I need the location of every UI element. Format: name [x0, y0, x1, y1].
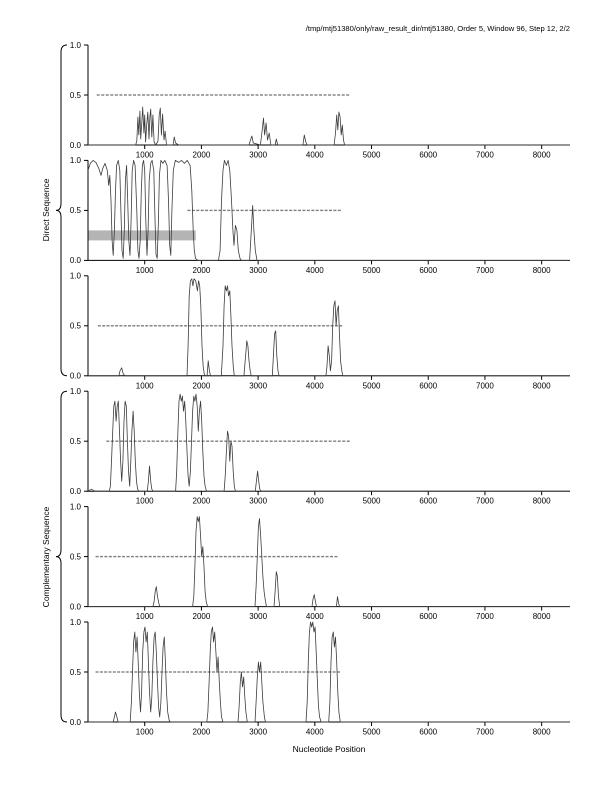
svg-text:4000: 4000 [306, 497, 324, 506]
svg-text:1000: 1000 [136, 497, 154, 506]
x-axis-label: Nucleotide Position [292, 744, 366, 754]
svg-text:2000: 2000 [193, 266, 211, 275]
svg-text:6000: 6000 [419, 497, 437, 506]
svg-text:6000: 6000 [419, 728, 437, 737]
svg-text:5000: 5000 [363, 612, 381, 621]
svg-text:6000: 6000 [419, 151, 437, 160]
svg-text:1.0: 1.0 [70, 502, 82, 511]
svg-text:3000: 3000 [249, 497, 267, 506]
svg-text:3000: 3000 [249, 151, 267, 160]
svg-text:7000: 7000 [476, 497, 494, 506]
svg-text:5000: 5000 [363, 266, 381, 275]
svg-text:2000: 2000 [193, 612, 211, 621]
svg-text:4000: 4000 [306, 151, 324, 160]
svg-text:5000: 5000 [363, 381, 381, 390]
svg-text:2000: 2000 [193, 728, 211, 737]
svg-text:8000: 8000 [533, 151, 551, 160]
svg-text:6000: 6000 [419, 381, 437, 390]
svg-text:6000: 6000 [419, 266, 437, 275]
svg-text:2000: 2000 [193, 151, 211, 160]
svg-text:5000: 5000 [363, 497, 381, 506]
svg-text:5000: 5000 [363, 151, 381, 160]
svg-text:4000: 4000 [306, 266, 324, 275]
svg-text:7000: 7000 [476, 266, 494, 275]
svg-text:1000: 1000 [136, 728, 154, 737]
svg-text:0.0: 0.0 [70, 256, 82, 265]
svg-text:0.5: 0.5 [70, 91, 82, 100]
svg-text:0.5: 0.5 [70, 322, 82, 331]
svg-text:6000: 6000 [419, 612, 437, 621]
svg-text:0.0: 0.0 [70, 602, 82, 611]
svg-text:8000: 8000 [533, 612, 551, 621]
svg-text:1000: 1000 [136, 266, 154, 275]
svg-text:8000: 8000 [533, 381, 551, 390]
svg-text:7000: 7000 [476, 728, 494, 737]
svg-text:8000: 8000 [533, 266, 551, 275]
svg-text:0.5: 0.5 [70, 552, 82, 561]
svg-text:0.0: 0.0 [70, 718, 82, 727]
svg-text:7000: 7000 [476, 151, 494, 160]
svg-text:4000: 4000 [306, 728, 324, 737]
svg-text:3000: 3000 [249, 612, 267, 621]
svg-text:3000: 3000 [249, 728, 267, 737]
svg-text:0.0: 0.0 [70, 487, 82, 496]
svg-text:0.0: 0.0 [70, 372, 82, 381]
svg-text:2000: 2000 [193, 497, 211, 506]
plot-title: /tmp/mtj51380/only/raw_result_dir/mtj513… [305, 24, 570, 33]
svg-text:0.5: 0.5 [70, 437, 82, 446]
svg-text:5000: 5000 [363, 728, 381, 737]
svg-text:1.0: 1.0 [70, 156, 82, 165]
svg-text:0.5: 0.5 [70, 668, 82, 677]
svg-text:1.0: 1.0 [70, 618, 82, 627]
svg-text:1000: 1000 [136, 612, 154, 621]
svg-text:0.5: 0.5 [70, 206, 82, 215]
svg-text:8000: 8000 [533, 497, 551, 506]
svg-text:1000: 1000 [136, 381, 154, 390]
svg-text:3000: 3000 [249, 381, 267, 390]
svg-text:4000: 4000 [306, 612, 324, 621]
svg-text:1000: 1000 [136, 151, 154, 160]
svg-text:4000: 4000 [306, 381, 324, 390]
svg-text:3000: 3000 [249, 266, 267, 275]
svg-text:7000: 7000 [476, 612, 494, 621]
svg-text:1.0: 1.0 [70, 41, 82, 50]
svg-text:7000: 7000 [476, 381, 494, 390]
svg-text:1.0: 1.0 [70, 272, 82, 281]
svg-text:0.0: 0.0 [70, 141, 82, 150]
svg-text:2000: 2000 [193, 381, 211, 390]
svg-text:1.0: 1.0 [70, 387, 82, 396]
svg-text:8000: 8000 [533, 728, 551, 737]
